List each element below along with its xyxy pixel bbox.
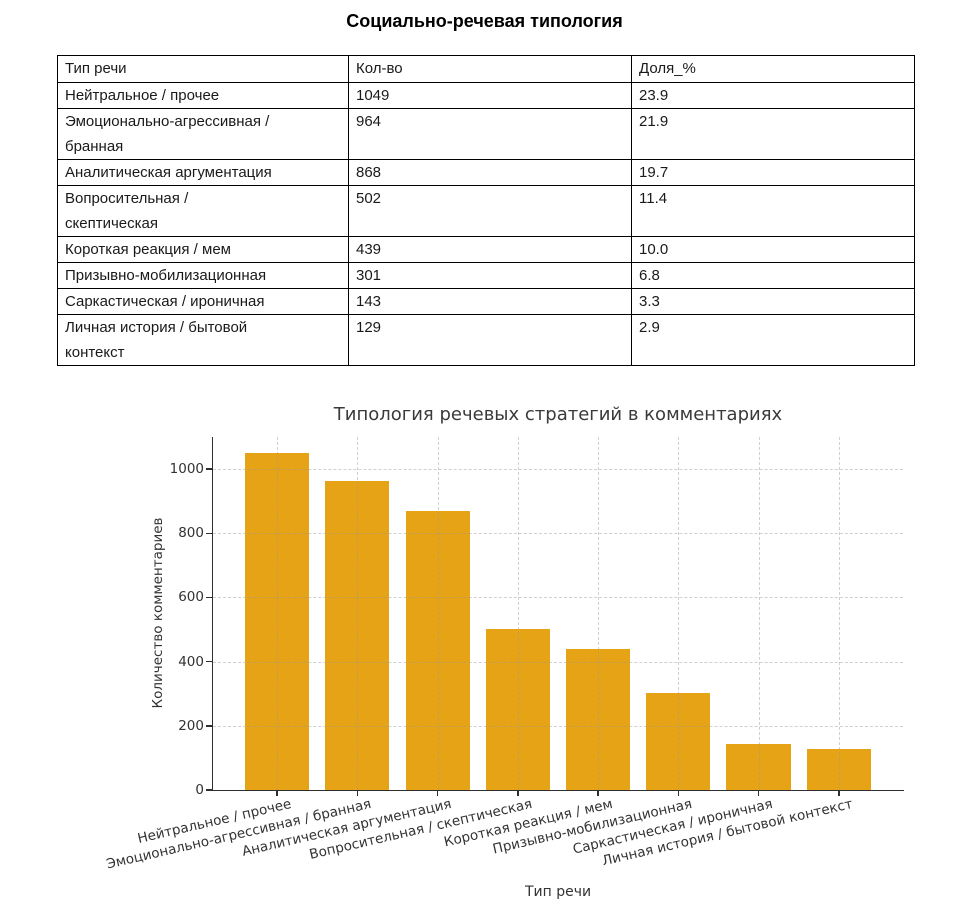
bar-7	[806, 748, 871, 790]
cell-count: 129	[348, 314, 632, 366]
cell-type: Призывно-мобилизационная	[57, 262, 349, 289]
gridline-vertical	[277, 437, 279, 790]
cell-type: Эмоционально-агрессивная / бранная	[57, 108, 349, 160]
x-tick-mark	[436, 791, 439, 796]
y-tick-mark	[206, 532, 212, 535]
gridline-horizontal	[213, 597, 903, 599]
cell-share: 11.4	[631, 185, 915, 237]
gridline-vertical	[437, 437, 439, 790]
bar-6	[726, 744, 791, 790]
cell-count: 301	[348, 262, 632, 289]
gridline-horizontal	[213, 469, 903, 471]
column-header-type: Тип речи	[57, 55, 349, 83]
cell-type: Нейтральное / прочее	[57, 82, 349, 109]
cell-share: 6.8	[631, 262, 915, 289]
y-axis-label: Количество комментариев	[150, 517, 166, 709]
column-header-share: Доля_%	[631, 55, 915, 83]
cell-type: Аналитическая аргументация	[57, 159, 349, 186]
y-tick-mark	[206, 660, 212, 663]
cell-type: Вопросительная / скептическая	[57, 185, 349, 237]
y-tick-mark	[206, 596, 212, 599]
cell-type: Короткая реакция / мем	[57, 236, 349, 263]
gridline-vertical	[598, 437, 600, 790]
bar-4	[566, 649, 631, 790]
chart-title: Типология речевых стратегий в комментари…	[333, 404, 783, 425]
gridline-vertical	[357, 437, 359, 790]
x-tick-mark	[276, 791, 278, 796]
cell-count: 502	[348, 185, 632, 237]
cell-type: Личная история / бытовой контекст	[57, 314, 349, 366]
gridline-vertical	[758, 437, 760, 790]
y-tick-mark	[206, 789, 212, 791]
cell-share: 3.3	[631, 288, 915, 315]
table-row: Нейтральное / прочее 1049 23.9	[57, 82, 915, 109]
table-row: Саркастическая / ироничная 143 3.3	[57, 288, 915, 315]
bar-5	[646, 693, 711, 790]
bar-0	[245, 453, 310, 790]
table-row: Призывно-мобилизационная 301 6.8	[57, 262, 915, 289]
gridline-horizontal	[213, 533, 903, 535]
bar-1	[325, 480, 390, 790]
x-tick-mark	[757, 791, 760, 796]
plot-area	[213, 437, 903, 790]
x-tick-mark	[677, 791, 680, 796]
x-axis-label: Тип речи	[524, 884, 592, 900]
bar-2	[405, 511, 470, 790]
cell-count: 143	[348, 288, 632, 315]
table-row: Короткая реакция / мем 439 10.0	[57, 236, 915, 263]
bar-3	[485, 628, 550, 790]
cell-share: 10.0	[631, 236, 915, 263]
cell-share: 21.9	[631, 108, 915, 160]
x-tick-mark	[597, 791, 599, 796]
cell-share: 19.7	[631, 159, 915, 186]
y-tick-label: 400	[178, 653, 204, 670]
cell-type: Саркастическая / ироничная	[57, 288, 349, 315]
y-tick-label: 0	[195, 782, 204, 798]
y-tick-mark	[206, 725, 212, 727]
gridline-vertical	[517, 437, 519, 790]
y-tick-label: 600	[178, 589, 204, 606]
cell-count: 439	[348, 236, 632, 263]
cell-count: 1049	[348, 82, 632, 109]
table-row: Эмоционально-агрессивная / бранная 964 21.…	[57, 108, 915, 160]
y-tick-mark	[206, 468, 212, 470]
table-header-row: Тип речи Кол-во Доля_%	[57, 55, 915, 83]
cell-share: 23.9	[631, 82, 915, 109]
column-header-count: Кол-во	[348, 55, 632, 83]
gridline-vertical	[838, 437, 840, 790]
cell-share: 2.9	[631, 314, 915, 366]
y-tick-label: 200	[178, 717, 204, 734]
cell-count: 868	[348, 159, 632, 186]
gridline-horizontal	[213, 661, 903, 663]
table-row: Аналитическая аргументация 868 19.7	[57, 159, 915, 186]
y-axis-line	[211, 437, 213, 791]
gridline-vertical	[678, 437, 680, 790]
y-tick-label: 1000	[169, 461, 204, 478]
x-tick-mark	[356, 791, 359, 796]
x-tick-mark	[517, 791, 519, 796]
cell-count: 964	[348, 108, 632, 160]
speech-type-table: Тип речи Кол-во Доля_% Нейтральное / про…	[57, 55, 915, 366]
x-axis-line	[211, 789, 904, 791]
gridline-horizontal	[213, 725, 903, 727]
x-tick-mark	[838, 791, 840, 796]
y-tick-label: 800	[178, 525, 204, 542]
table-row: Вопросительная / скептическая 502 11.4	[57, 185, 915, 237]
table-row: Личная история / бытовой контекст 129 2.9	[57, 314, 915, 366]
page-title: Социально-речевая типология	[346, 11, 623, 31]
